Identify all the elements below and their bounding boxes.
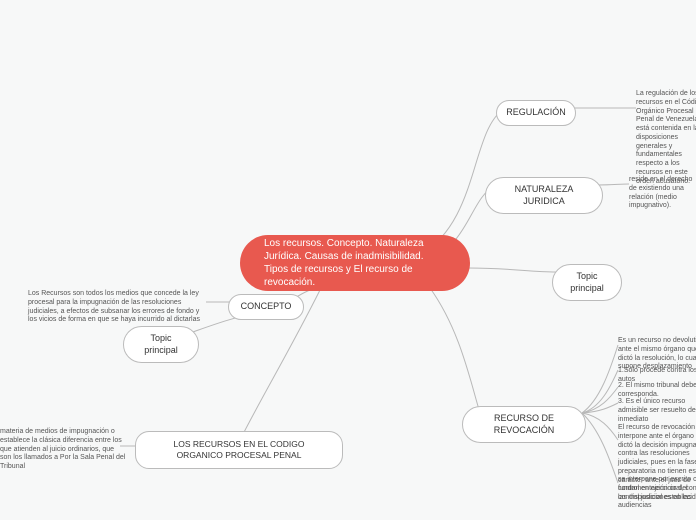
note-regulacion: La regulación de los recursos en el Códi… [636,90,696,186]
note-rev3: 2. El mismo tribunal debe corresponda. [618,382,696,400]
note-naturaleza: reside en el derecho de existiendo una r… [629,176,696,211]
node-regulacion-label: REGULACIÓN [506,107,566,119]
node-concepto[interactable]: CONCEPTO [228,294,304,320]
node-codigo[interactable]: LOS RECURSOS EN EL CODIGO ORGANICO PROCE… [135,431,343,469]
node-naturaleza-label: NATURALEZA JURIDICA [500,184,588,207]
note-rev6: se interpone por escrito con fundamentac… [618,476,696,511]
central-node[interactable]: Los recursos. Concepto. Naturaleza Juríd… [240,235,470,291]
node-topic-right[interactable]: Topic principal [552,264,622,301]
node-topic-left-label: Topic principal [138,333,184,356]
node-regulacion[interactable]: REGULACIÓN [496,100,576,126]
node-recurso-revocacion[interactable]: RECURSO DE REVOCACIÓN [462,406,586,443]
node-recurso-revocacion-label: RECURSO DE REVOCACIÓN [477,413,571,436]
node-concepto-label: CONCEPTO [241,301,292,313]
note-concepto: Los Recursos son todos los medios que co… [28,290,206,325]
note-rev4: 3. Es el único recurso admisible ser res… [618,398,696,424]
note-codigo: materia de medios de impugnación o estab… [0,428,126,472]
node-topic-right-label: Topic principal [567,271,607,294]
central-label: Los recursos. Concepto. Naturaleza Juríd… [264,237,446,289]
node-naturaleza[interactable]: NATURALEZA JURIDICA [485,177,603,214]
node-topic-left[interactable]: Topic principal [123,326,199,363]
node-codigo-label: LOS RECURSOS EN EL CODIGO ORGANICO PROCE… [150,439,328,461]
